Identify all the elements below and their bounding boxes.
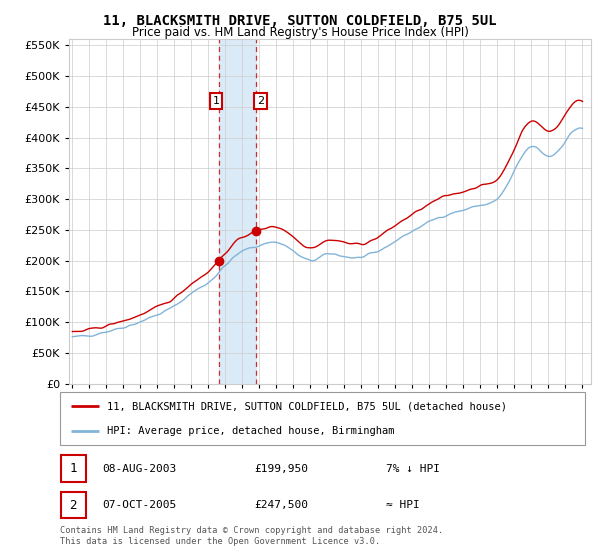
Text: 2: 2 (257, 96, 264, 106)
Text: 1: 1 (70, 462, 77, 475)
Text: 7% ↓ HPI: 7% ↓ HPI (386, 464, 439, 474)
Text: 11, BLACKSMITH DRIVE, SUTTON COLDFIELD, B75 5UL: 11, BLACKSMITH DRIVE, SUTTON COLDFIELD, … (103, 14, 497, 28)
Text: £199,950: £199,950 (254, 464, 308, 474)
Text: ≈ HPI: ≈ HPI (386, 500, 419, 510)
Text: 08-AUG-2003: 08-AUG-2003 (102, 464, 176, 474)
Bar (218, 39, 256, 384)
Text: Contains HM Land Registry data © Crown copyright and database right 2024.
This d: Contains HM Land Registry data © Crown c… (60, 526, 443, 546)
Text: 11, BLACKSMITH DRIVE, SUTTON COLDFIELD, B75 5UL (detached house): 11, BLACKSMITH DRIVE, SUTTON COLDFIELD, … (107, 402, 507, 412)
Text: 2: 2 (70, 498, 77, 512)
Bar (61, 492, 86, 519)
Bar (61, 455, 86, 482)
Text: 1: 1 (212, 96, 220, 106)
Text: £247,500: £247,500 (254, 500, 308, 510)
Text: 07-OCT-2005: 07-OCT-2005 (102, 500, 176, 510)
Text: Price paid vs. HM Land Registry's House Price Index (HPI): Price paid vs. HM Land Registry's House … (131, 26, 469, 39)
Text: HPI: Average price, detached house, Birmingham: HPI: Average price, detached house, Birm… (107, 426, 395, 436)
